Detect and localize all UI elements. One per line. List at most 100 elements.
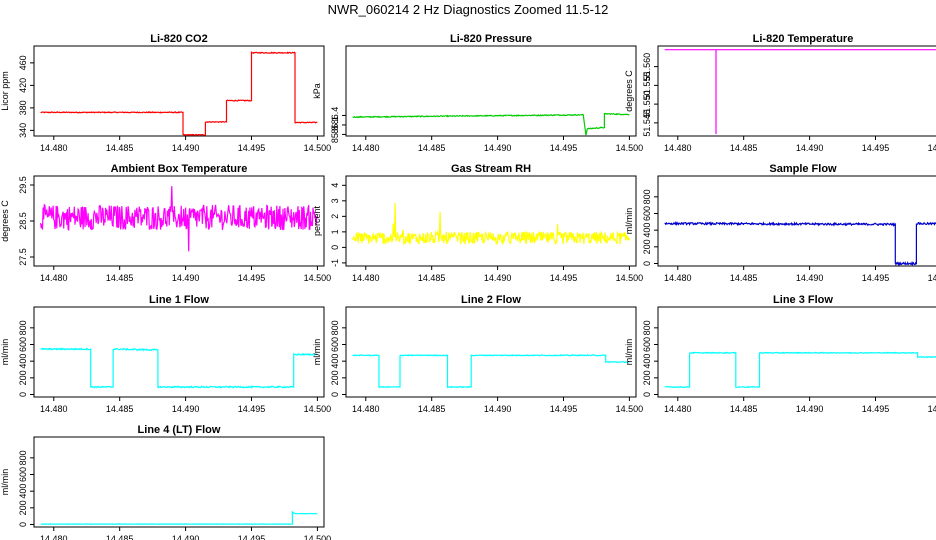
plot-frame	[345, 175, 637, 267]
plot-frame	[345, 45, 637, 137]
x-tick-label: 14.480	[352, 404, 380, 414]
y-tick-label: 800	[642, 320, 652, 335]
panel-2: Li-820 Pressure kPa 85.886.186.4 14.480 14.4…	[312, 33, 643, 153]
x-tick-label: 14.485	[106, 273, 134, 283]
x-tick-label: 14.485	[730, 143, 758, 153]
plot-frame	[657, 175, 936, 267]
series-line	[40, 347, 318, 389]
plot-frame	[657, 45, 936, 137]
x-tick-label: 14.495	[238, 143, 266, 153]
x-tick-label: 14.495	[238, 273, 266, 283]
x-tick-label: 14.485	[106, 404, 134, 414]
x-tick-label: 14.495	[862, 273, 890, 283]
y-tick-label: 0	[330, 392, 340, 397]
y-tick-label: 1	[330, 229, 340, 234]
y-tick-label: 27.5	[18, 248, 28, 266]
y-axis-label: percent	[312, 205, 322, 236]
y-tick-label: 0	[642, 261, 652, 266]
y-tick-label: 29.5	[18, 176, 28, 194]
y-tick-label: 400	[18, 484, 28, 499]
x-tick-label: 14.495	[862, 143, 890, 153]
y-tick-label: 420	[18, 78, 28, 93]
x-tick-label: 14.500	[616, 273, 644, 283]
x-tick-label: 14.490	[172, 143, 200, 153]
x-tick-label: 14.485	[106, 143, 134, 153]
y-tick-label: 600	[642, 337, 652, 352]
x-tick-label: 14.500	[304, 143, 332, 153]
x-tick-label: 14.490	[172, 534, 200, 540]
x-tick-label: 14.500	[304, 273, 332, 283]
y-tick-label: 0	[642, 392, 652, 397]
panel-title: Ambient Box Temperature	[111, 163, 248, 175]
y-tick-label: 380	[18, 100, 28, 115]
panel-title: Line 1 Flow	[149, 294, 209, 306]
y-axis-label: ml/min	[0, 339, 10, 366]
y-axis-label: degrees C	[0, 200, 10, 242]
y-tick-label: 4	[330, 183, 340, 188]
x-tick-label: 14.495	[550, 404, 578, 414]
series-line	[352, 112, 630, 136]
y-axis-label: Licor ppm	[0, 71, 10, 111]
plot-frame	[345, 306, 637, 398]
x-tick-label: 14.500	[304, 534, 332, 540]
x-tick-label: 14.490	[484, 404, 512, 414]
y-tick-label: 800	[330, 320, 340, 335]
page-title: NWR_060214 2 Hz Diagnostics Zoomed 11.5-…	[327, 2, 609, 17]
y-tick-label: 460	[18, 55, 28, 70]
x-tick-label: 14.500	[616, 404, 644, 414]
y-tick-label: 800	[642, 189, 652, 204]
plot-frame	[33, 45, 325, 137]
x-tick-label: 14.495	[550, 273, 578, 283]
x-tick-label: 14.490	[796, 404, 824, 414]
y-tick-label: 400	[330, 354, 340, 369]
y-tick-label: 600	[18, 337, 28, 352]
x-tick-label: 14.480	[352, 273, 380, 283]
x-tick-label: 14.485	[106, 534, 134, 540]
y-tick-label: 600	[642, 206, 652, 221]
x-tick-label: 14.485	[418, 404, 446, 414]
y-tick-label: 28.5	[18, 212, 28, 230]
y-tick-label: 400	[18, 354, 28, 369]
x-tick-label: 14.490	[484, 143, 512, 153]
y-tick-label: 600	[18, 467, 28, 482]
x-tick-label: 14.495	[238, 534, 266, 540]
series-line	[352, 353, 630, 389]
x-tick-label: 14.500	[928, 143, 936, 153]
y-tick-label: 0	[18, 392, 28, 397]
panel-5: Gas Stream RH percent -1 0 1 2 3 4 14.480 14.485 1…	[312, 163, 643, 283]
y-tick-label: 400	[642, 223, 652, 238]
y-tick-label: 200	[18, 370, 28, 385]
y-tick-label: 51.560	[642, 53, 652, 81]
panel-title: Sample Flow	[769, 163, 837, 175]
y-tick-label: -1	[330, 259, 340, 267]
series-line	[40, 51, 318, 137]
y-tick-label: 0	[330, 245, 340, 250]
series-line	[664, 220, 936, 267]
x-tick-label: 14.490	[484, 273, 512, 283]
series-line	[352, 202, 630, 246]
y-axis-label: ml/min	[0, 469, 10, 496]
x-tick-label: 14.480	[664, 404, 692, 414]
x-tick-label: 14.480	[352, 143, 380, 153]
y-axis-label: ml/min	[624, 208, 634, 235]
x-tick-label: 14.490	[796, 143, 824, 153]
y-tick-label: 3	[330, 198, 340, 203]
y-tick-label: 200	[642, 239, 652, 254]
x-tick-label: 14.500	[616, 143, 644, 153]
y-tick-label: 51.550	[642, 90, 652, 118]
panel-title: Line 2 Flow	[461, 294, 521, 306]
x-tick-label: 14.480	[40, 273, 68, 283]
x-tick-label: 14.485	[730, 273, 758, 283]
series-line	[40, 186, 318, 252]
x-tick-label: 14.500	[304, 404, 332, 414]
x-tick-label: 14.490	[172, 273, 200, 283]
y-tick-label: 86.4	[330, 107, 340, 125]
x-tick-label: 14.490	[172, 404, 200, 414]
x-tick-label: 14.480	[40, 404, 68, 414]
